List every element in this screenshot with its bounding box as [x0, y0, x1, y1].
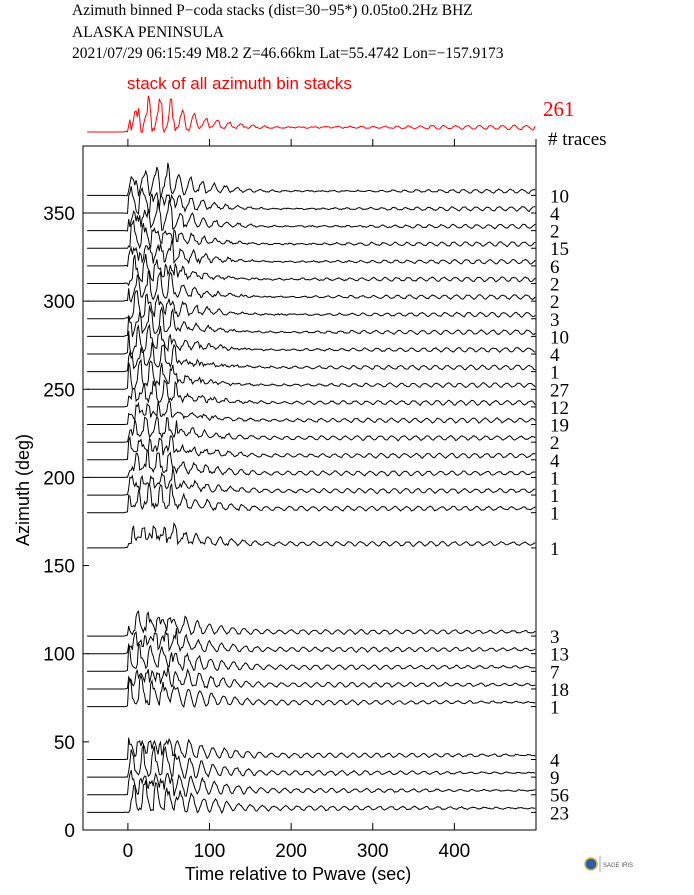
trace-azimuth-70 [87, 673, 536, 708]
trace-azimuth-180 [87, 483, 536, 514]
y-tick-label: 200 [43, 468, 75, 489]
trace-count-label: 1 [550, 363, 560, 384]
trace-azimuth-240 [87, 379, 536, 408]
trace-azimuth-40 [87, 737, 536, 760]
trace-count-label: 15 [550, 239, 569, 260]
trace-count-label: 2 [550, 433, 560, 454]
y-tick-label: 250 [43, 380, 75, 401]
trace-azimuth-310 [87, 254, 536, 287]
trace-count-label: 4 [550, 345, 560, 366]
logo-text: SAGE IRIS [603, 863, 633, 869]
trace-count-label: 1 [550, 539, 560, 560]
x-tick-label: 400 [439, 841, 471, 862]
trace-count-label: 2 [550, 275, 560, 296]
trace-azimuth-90 [87, 643, 536, 672]
trace-count-label: 13 [550, 645, 569, 666]
trace-azimuth-160 [87, 521, 536, 549]
trace-count-label: 10 [550, 186, 569, 207]
axes: 0 100 200 300 400 0 50 100 150 200 250 300 350 [43, 139, 537, 862]
traces-header: # traces [548, 129, 607, 150]
trace-azimuth-250 [87, 358, 536, 390]
trace-count-label: 1 [550, 698, 560, 719]
trace-azimuth-280 [87, 305, 536, 337]
trace-count-label: 10 [550, 327, 569, 348]
trace-azimuth-20 [87, 769, 536, 797]
header-line-3: 2021/07/29 06:15:49 M8.2 Z=46.66km Lat=5… [72, 45, 504, 62]
trace-azimuth-320 [87, 240, 536, 267]
header-line-2: ALASKA PENINSULA [72, 24, 225, 41]
trace-count-label: 4 [550, 451, 560, 472]
trace-count-label: 7 [550, 662, 560, 683]
y-tick-label: 100 [43, 645, 75, 666]
trace-count-label: 4 [550, 204, 560, 225]
trace-count-label: 1 [550, 468, 560, 489]
trace-azimuth-230 [87, 399, 536, 425]
trace-azimuth-270 [87, 323, 536, 355]
trace-azimuth-220 [87, 415, 536, 443]
trace-count-label: 6 [550, 257, 560, 278]
y-axis-label: Azimuth (deg) [13, 434, 33, 546]
trace-azimuth-330 [87, 220, 536, 250]
trace-count-label: 27 [550, 380, 569, 401]
sage-iris-logo: SAGE IRIS [584, 856, 633, 872]
trace-azimuth-80 [87, 666, 536, 690]
trace-count-label: 56 [550, 786, 569, 807]
y-tick-label: 150 [43, 557, 75, 578]
stack-label: stack of all azimuth bin stacks [127, 74, 352, 93]
trace-azimuth-290 [87, 290, 536, 320]
trace-azimuth-260 [87, 342, 536, 373]
trace-azimuth-190 [87, 467, 536, 496]
trace-azimuth-200 [87, 449, 536, 478]
trace-count-label: 12 [550, 398, 569, 419]
trace-count-label: 19 [550, 416, 569, 437]
stack-trace [87, 95, 536, 134]
x-tick-label: 0 [123, 841, 134, 862]
trace-azimuth-30 [87, 744, 536, 780]
x-axis-label: Time relative to Pwave (sec) [185, 864, 411, 884]
trace-count-label: 23 [550, 803, 569, 824]
trace-azimuth-360 [87, 162, 536, 198]
trace-azimuth-210 [87, 435, 536, 461]
plot-frame [82, 145, 537, 831]
trace-count-label: 3 [550, 310, 560, 331]
trace-count-label: 4 [550, 750, 560, 771]
trace-azimuth-110 [87, 610, 536, 637]
trace-count-label: 2 [550, 292, 560, 313]
trace-azimuth-10 [87, 780, 536, 815]
trace-azimuth-350 [87, 186, 536, 216]
trace-count-label: 1 [550, 504, 560, 525]
y-tick-label: 300 [43, 292, 75, 313]
trace-azimuth-340 [87, 199, 536, 232]
header-line-1: Azimuth binned P−coda stacks (dist=30−95… [72, 2, 473, 19]
trace-count-label: 9 [550, 768, 560, 789]
x-tick-label: 100 [194, 841, 226, 862]
trace-azimuth-300 [87, 270, 536, 303]
trace-azimuth-100 [87, 628, 536, 655]
trace-count-label: 1 [550, 486, 560, 507]
x-tick-label: 200 [275, 841, 307, 862]
trace-count-label: 18 [550, 680, 569, 701]
y-tick-label: 0 [64, 821, 75, 842]
y-tick-label: 350 [43, 204, 75, 225]
stack-count: 261 [543, 97, 575, 121]
y-tick-label: 50 [54, 733, 75, 754]
trace-count-label: 3 [550, 627, 560, 648]
x-tick-label: 300 [357, 841, 389, 862]
trace-count-label: 2 [550, 222, 560, 243]
